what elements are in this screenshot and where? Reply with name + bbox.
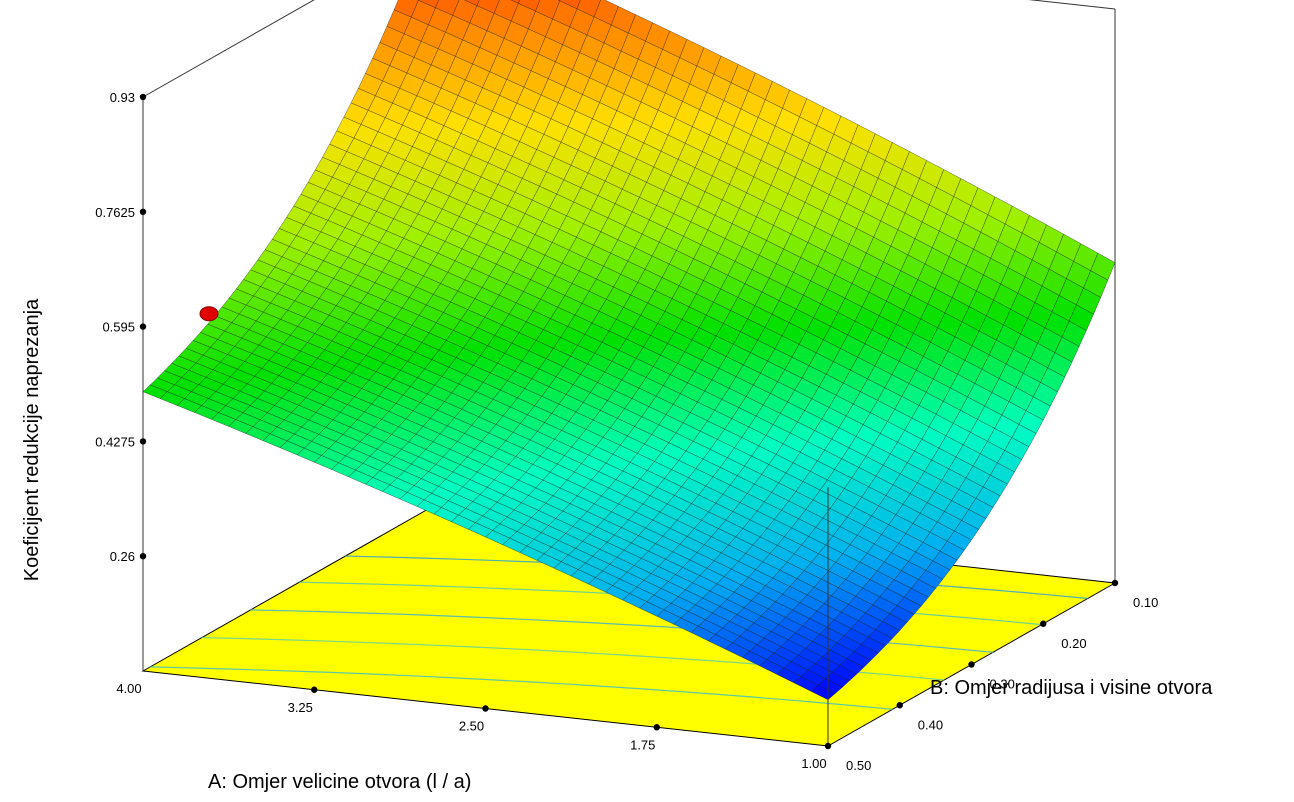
z-tick-label: 0.93 (110, 90, 135, 105)
y-tick-mark (1111, 579, 1119, 587)
y-tick-label: 0.30 (990, 677, 1015, 692)
z-tick-label: 0.7625 (95, 205, 135, 220)
z-tick-mark (139, 553, 147, 560)
x-tick-label: 1.75 (630, 737, 655, 752)
z-tick-label: 0.26 (110, 549, 135, 564)
y-tick-label: 0.50 (846, 758, 871, 773)
y-tick-label: 0.40 (918, 717, 943, 732)
box-edge-3 (142, 0, 315, 98)
y-tick-mark (896, 702, 903, 709)
x-axis-title: A: Omjer velicine otvora (l / a) (208, 771, 471, 793)
z-tick-label: 0.595 (102, 320, 135, 335)
y-tick-mark (968, 661, 975, 668)
x-tick-label: 4.00 (116, 681, 141, 696)
axis-ticks: 0.93 0.7625 0.595 0.4275 0.26 4.00 3.25 2.50 1.7… (95, 90, 1158, 773)
surface-cell (810, 684, 836, 700)
x-tick-label: 3.25 (288, 700, 313, 715)
floor-contour-0 (150, 666, 893, 710)
y-tick-label: 0.10 (1133, 595, 1158, 610)
x-tick-label: 1.00 (801, 756, 826, 771)
y-tick-mark (824, 742, 832, 750)
z-tick-mark (139, 208, 147, 215)
response-surface (142, 0, 1116, 700)
y-tick-mark (1040, 620, 1047, 627)
z-tick-mark (139, 93, 147, 101)
x-tick-mark (311, 686, 318, 693)
z-axis-title: Koeficijent redukcije naprezanja (21, 298, 43, 581)
y-axis-title: B: Omjer radijusa i visine otvora (930, 677, 1213, 699)
z-tick-label: 0.4275 (95, 434, 135, 449)
y-tick-label: 0.20 (1061, 636, 1086, 651)
x-tick-mark (482, 705, 489, 712)
x-tick-mark (653, 724, 660, 731)
z-tick-mark (139, 438, 147, 445)
z-tick-mark (139, 323, 147, 330)
x-tick-label: 2.50 (459, 719, 484, 734)
design-point (199, 306, 219, 322)
box-front-edges (142, 97, 829, 746)
